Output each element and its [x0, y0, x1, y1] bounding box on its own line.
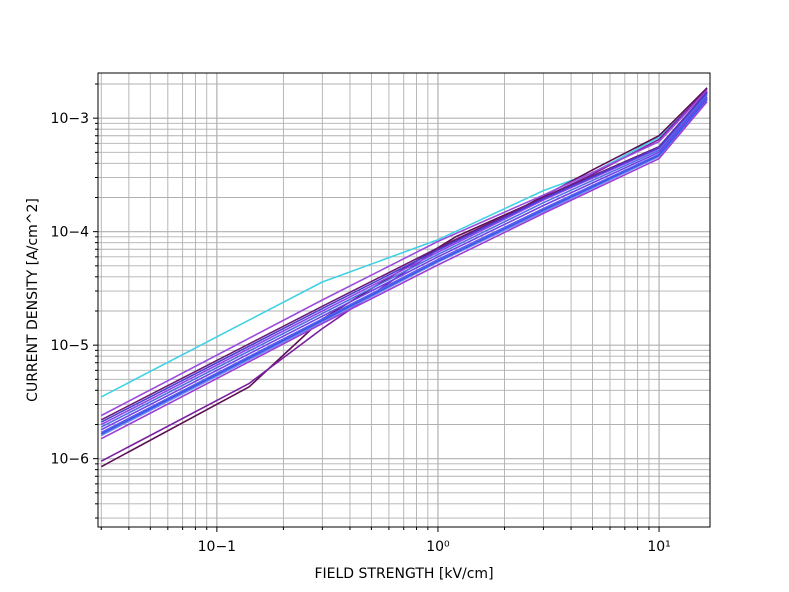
series-line-13: [100, 98, 708, 435]
y-tick-label: 10−6: [51, 452, 90, 468]
series-line-7: [100, 94, 708, 428]
series-line-4: [100, 90, 708, 417]
axis-ticks: 10−1 10⁰ 10¹ 10−6 10−5 10−4 10−3: [51, 83, 671, 555]
series-line-11: [100, 101, 708, 440]
y-tick-label: 10−3: [51, 111, 89, 127]
x-tick-label: 10⁰: [426, 539, 450, 555]
x-tick-label: 10−1: [198, 539, 236, 555]
y-tick-label: 10−5: [51, 338, 89, 354]
y-tick-label: 10−4: [51, 225, 90, 241]
x-tick-label: 10¹: [647, 539, 670, 555]
series-line-12: [100, 92, 708, 423]
grid: [98, 73, 710, 527]
y-axis-label: CURRENT DENSITY [A/cm^2]: [25, 198, 41, 402]
series-line-8: [100, 96, 708, 431]
series-line-1: [100, 90, 708, 398]
series-line-2: [100, 87, 708, 468]
x-axis-label: FIELD STRENGTH [kV/cm]: [314, 566, 493, 582]
series-lines: [100, 87, 708, 468]
